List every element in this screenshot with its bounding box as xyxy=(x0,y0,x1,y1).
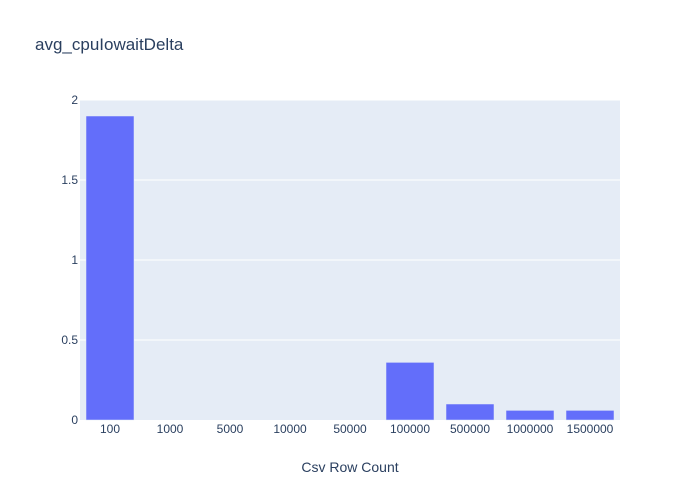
gridlines xyxy=(80,99,620,341)
x-tick-label: 1500000 xyxy=(567,422,614,436)
bar-100000 xyxy=(385,362,435,421)
bar-500000 xyxy=(445,403,495,421)
bar-100 xyxy=(85,115,135,421)
y-axis-ticks: 0 0.5 1 1.5 2 xyxy=(61,93,78,427)
x-tick-label: 1000 xyxy=(157,422,184,436)
chart-title: avg_cpuIowaitDelta xyxy=(35,35,184,54)
bars xyxy=(85,115,615,421)
x-axis-ticks: 100 1000 5000 10000 50000 100000 500000 1000000… xyxy=(100,422,614,436)
x-tick-label: 100 xyxy=(100,422,120,436)
x-tick-label: 100000 xyxy=(390,422,430,436)
x-tick-label: 10000 xyxy=(273,422,307,436)
bar-1500000 xyxy=(565,410,615,421)
y-tick-label: 1.5 xyxy=(61,173,78,187)
x-tick-label: 50000 xyxy=(333,422,367,436)
x-tick-label: 1000000 xyxy=(507,422,554,436)
y-tick-label: 0 xyxy=(71,413,78,427)
bar-1000000 xyxy=(505,410,555,421)
x-axis-title: Csv Row Count xyxy=(301,459,398,475)
y-tick-label: 0.5 xyxy=(61,333,78,347)
x-tick-label: 5000 xyxy=(217,422,244,436)
y-tick-label: 1 xyxy=(71,253,78,267)
x-tick-label: 500000 xyxy=(450,422,490,436)
y-tick-label: 2 xyxy=(71,93,78,107)
